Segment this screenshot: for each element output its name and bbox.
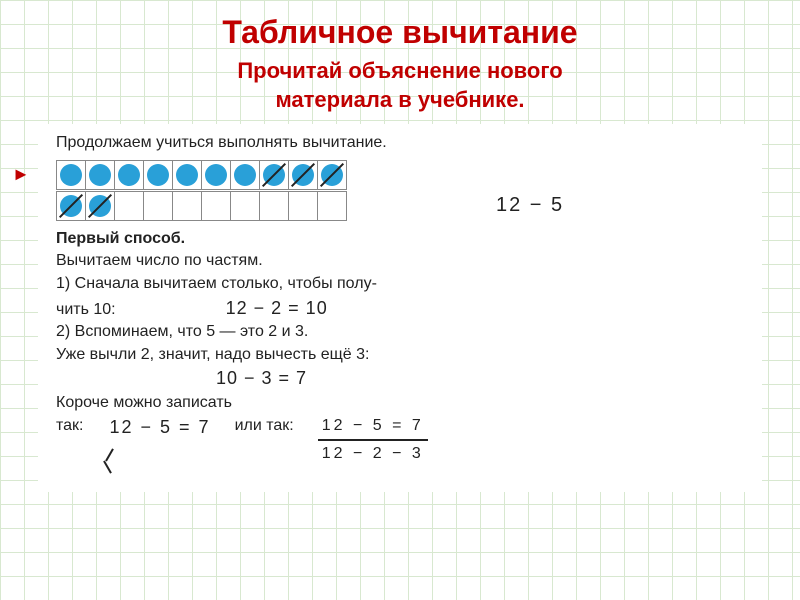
counter-dot	[205, 164, 227, 186]
step-text-1: Вычитаем число по частям.	[56, 250, 744, 272]
final-row: так: 12 − 5 = 7 или так: 12 − 5 = 7 12 −…	[56, 415, 744, 464]
number-split-branch	[86, 460, 136, 482]
slide-content: Табличное вычитание Прочитай объяснение …	[0, 0, 800, 502]
counting-cell	[259, 160, 289, 190]
counting-cell	[172, 191, 202, 221]
step-text-5a: Короче можно записать	[56, 392, 744, 414]
counting-cell	[56, 160, 86, 190]
stacked-bottom: 12 − 2 − 3	[322, 441, 424, 465]
page-title: Табличное вычитание	[30, 14, 770, 51]
intro-text: Продолжаем учиться выполнять вычитание.	[56, 132, 744, 154]
counting-cell	[114, 160, 144, 190]
counting-cell	[201, 191, 231, 221]
counting-cell	[317, 160, 347, 190]
counting-cell	[56, 191, 86, 221]
page-subtitle: Прочитай объяснение нового материала в у…	[30, 57, 770, 114]
step-text-5b: так:	[56, 415, 84, 437]
method-heading: Первый способ.	[56, 228, 744, 250]
counting-cell	[143, 160, 173, 190]
equation-1: 12 − 2 = 10	[116, 296, 328, 320]
main-expression: 12 − 5	[496, 192, 564, 219]
branch-line-left	[103, 461, 112, 474]
subtitle-line1: Прочитай объяснение нового	[237, 58, 562, 83]
final-equation-1: 12 − 5 = 7	[110, 415, 211, 439]
counting-cell	[85, 160, 115, 190]
stacked-top: 12 − 5 = 7	[318, 415, 428, 441]
counting-cell	[85, 191, 115, 221]
counter-dot	[147, 164, 169, 186]
step-text-4: Уже вычли 2, значит, надо вычесть ещё 3:	[56, 344, 744, 366]
or-text: или так:	[235, 415, 294, 437]
counter-dot	[89, 164, 111, 186]
step-text-3: 2) Вспоминаем, что 5 — это 2 и 3.	[56, 321, 744, 343]
counting-cell	[230, 160, 260, 190]
counting-cell	[288, 160, 318, 190]
bullet-arrow: ►	[12, 164, 30, 185]
counting-row-1	[56, 160, 744, 189]
step-text-2b: чить 10:	[56, 299, 116, 321]
counting-row-2	[56, 191, 346, 220]
equation-2: 10 − 3 = 7	[56, 366, 744, 390]
subtitle-line2: материала в учебнике.	[275, 87, 524, 112]
counter-dot	[176, 164, 198, 186]
counting-cell	[230, 191, 260, 221]
textbook-excerpt: Продолжаем учиться выполнять вычитание. …	[38, 124, 762, 492]
counting-cell	[172, 160, 202, 190]
counting-cell	[288, 191, 318, 221]
counter-dot	[118, 164, 140, 186]
counting-cell	[201, 160, 231, 190]
step-text-2a: 1) Сначала вычитаем столько, чтобы полу-	[56, 273, 744, 295]
counting-cell	[114, 191, 144, 221]
counting-cell	[143, 191, 173, 221]
counter-dot	[234, 164, 256, 186]
stacked-equation: 12 − 5 = 7 12 − 2 − 3	[318, 415, 428, 464]
counting-cell	[317, 191, 347, 221]
counter-dot	[60, 164, 82, 186]
counting-cell	[259, 191, 289, 221]
